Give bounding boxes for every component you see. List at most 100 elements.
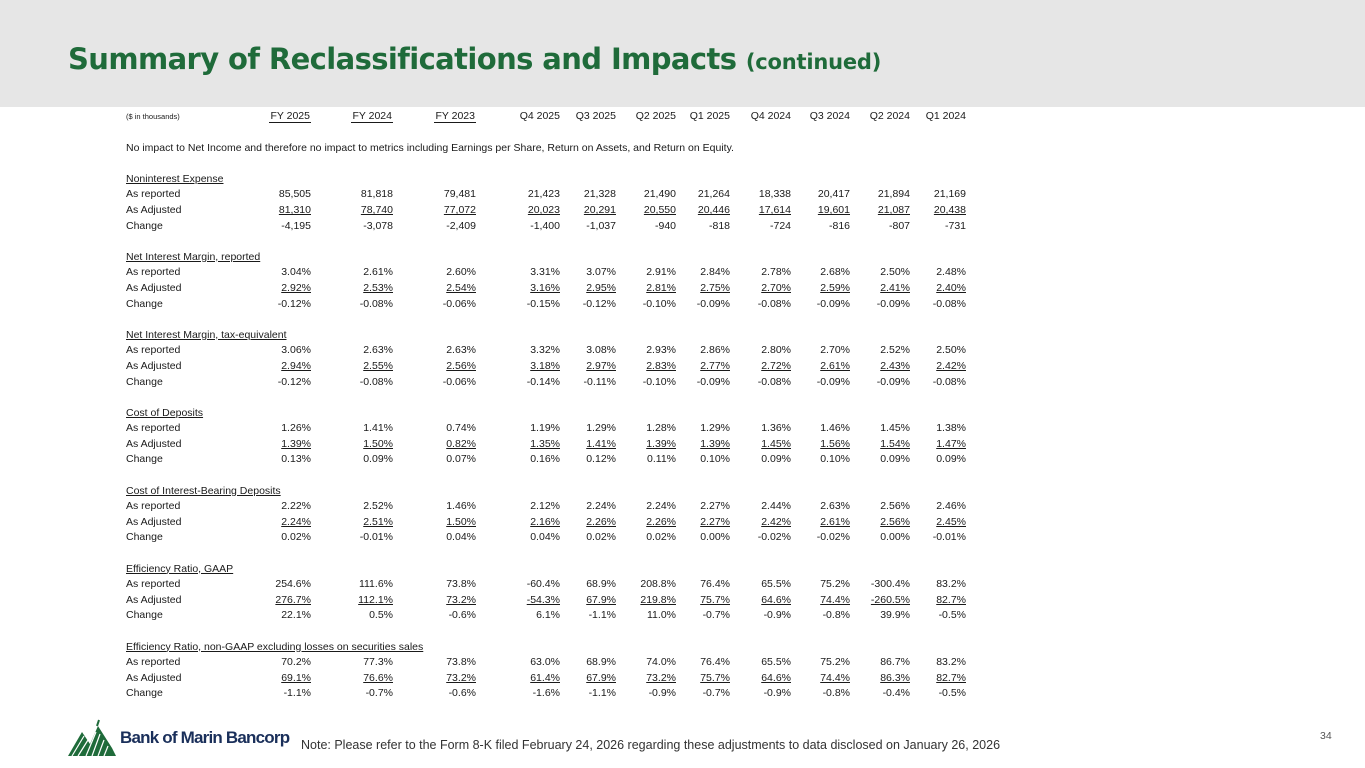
- spacer-cell: [121, 624, 971, 640]
- adjusted-value: 61.4%: [530, 671, 560, 684]
- value-cell: 76.4%: [700, 578, 730, 591]
- column-header: Q2 2025: [621, 108, 681, 125]
- column-header: FY 2024: [316, 108, 398, 125]
- value-cell: -0.11%: [583, 375, 617, 388]
- row-label: Change: [126, 531, 163, 544]
- value-cell: -0.7%: [365, 687, 393, 700]
- adjusted-value: -260.5%: [870, 593, 910, 606]
- slide-title: Summary of Reclassifications and Impacts…: [68, 42, 881, 76]
- value-cell: -0.10%: [642, 297, 676, 310]
- value-cell: 73.2%: [398, 593, 481, 609]
- spacer-cell: [121, 546, 971, 562]
- value-cell: 0.09%: [761, 453, 791, 466]
- value-cell: 2.40%: [915, 281, 971, 297]
- value-cell: 1.46%: [446, 500, 476, 513]
- value-cell: 0.74%: [446, 422, 476, 435]
- value-cell: 219.8%: [621, 593, 681, 609]
- adjusted-value: 2.61%: [820, 359, 850, 372]
- table-row: Change 0.13% 0.09% 0.07% 0.16% 0.12% 0.11% 0.10…: [121, 452, 971, 468]
- adjusted-value: 219.8%: [640, 593, 676, 606]
- value-cell: 0.10%: [700, 453, 730, 466]
- section-title-row: Net Interest Margin, reported: [121, 250, 971, 266]
- row-label: As Adjusted: [126, 359, 182, 372]
- value-cell: 1.54%: [855, 437, 915, 453]
- row-label: As Adjusted: [126, 671, 182, 684]
- value-cell: 2.70%: [820, 344, 850, 357]
- value-cell: -0.09%: [876, 375, 910, 388]
- row-label: As reported: [126, 344, 181, 357]
- value-cell: 3.07%: [586, 266, 616, 279]
- value-cell: -0.8%: [822, 687, 850, 700]
- value-cell: 1.29%: [700, 422, 730, 435]
- adjusted-value: 75.7%: [700, 671, 730, 684]
- spacer-cell: [121, 390, 971, 406]
- table-row: As reported 254.6% 111.6% 73.8% -60.4% 68.9% 2…: [121, 577, 971, 593]
- value-cell: 0.02%: [586, 531, 616, 544]
- row-label: As Adjusted: [126, 515, 182, 528]
- slide-title-suffix: (continued): [745, 50, 882, 74]
- value-cell: 2.27%: [700, 500, 730, 513]
- value-cell: 68.9%: [586, 578, 616, 591]
- value-cell: 1.45%: [735, 437, 796, 453]
- section-title: Net Interest Margin, tax-equivalent: [126, 328, 287, 341]
- value-cell: 1.46%: [820, 422, 850, 435]
- row-label: As Adjusted: [126, 593, 182, 606]
- value-cell: 64.6%: [735, 593, 796, 609]
- value-cell: 21,169: [933, 188, 966, 201]
- adjusted-value: 3.16%: [530, 281, 560, 294]
- value-cell: 1.36%: [761, 422, 791, 435]
- column-header: Q4 2024: [735, 108, 796, 125]
- spacer-row: [121, 156, 971, 172]
- value-cell: 2.52%: [363, 500, 393, 513]
- value-cell: 1.45%: [880, 422, 910, 435]
- adjusted-value: 69.1%: [281, 671, 311, 684]
- value-cell: 2.83%: [621, 359, 681, 375]
- adjusted-value: 2.16%: [530, 515, 560, 528]
- row-label: Change: [126, 375, 163, 388]
- bank-logo-text: Bank of Marin Bancorp: [120, 728, 290, 747]
- spacer-cell: [121, 312, 971, 328]
- spacer-row: [121, 390, 971, 406]
- value-cell: 2.56%: [880, 500, 910, 513]
- value-cell: -0.9%: [763, 687, 791, 700]
- value-cell: 83.2%: [936, 578, 966, 591]
- value-cell: 21,328: [583, 188, 616, 201]
- section-title-row: Cost of Deposits: [121, 406, 971, 422]
- column-header-label: Q4 2025: [519, 110, 560, 122]
- value-cell: 74.0%: [646, 656, 676, 669]
- value-cell: 86.3%: [855, 671, 915, 687]
- value-cell: 86.7%: [880, 656, 910, 669]
- column-header: Q1 2024: [915, 108, 971, 125]
- value-cell: -4,195: [281, 219, 311, 232]
- section-title-cell: Net Interest Margin, tax-equivalent: [121, 328, 971, 344]
- value-cell: 81,818: [360, 188, 393, 201]
- value-cell: -724: [769, 219, 791, 232]
- section-title: Net Interest Margin, reported: [126, 250, 261, 263]
- adjusted-value: 75.7%: [700, 593, 730, 606]
- value-cell: -0.14%: [526, 375, 560, 388]
- adjusted-value: 2.95%: [586, 281, 616, 294]
- value-cell: -0.10%: [642, 375, 676, 388]
- value-cell: 3.31%: [530, 266, 560, 279]
- section-title-cell: Efficiency Ratio, GAAP: [121, 562, 971, 578]
- value-cell: 2.50%: [936, 344, 966, 357]
- value-cell: -0.6%: [448, 609, 476, 622]
- adjusted-value: 82.7%: [936, 671, 966, 684]
- adjusted-value: 2.55%: [363, 359, 393, 372]
- value-cell: -0.08%: [932, 297, 966, 310]
- value-cell: 3.06%: [281, 344, 311, 357]
- adjusted-value: 2.43%: [880, 359, 910, 372]
- value-cell: 1.26%: [281, 422, 311, 435]
- row-label: As Adjusted: [126, 281, 182, 294]
- adjusted-value: 2.27%: [700, 515, 730, 528]
- note-row: No impact to Net Income and therefore no…: [121, 141, 971, 157]
- value-cell: 70.2%: [281, 656, 311, 669]
- row-label: Change: [126, 609, 163, 622]
- value-cell: 20,291: [565, 203, 621, 219]
- value-cell: -0.4%: [882, 687, 910, 700]
- value-cell: -60.4%: [526, 578, 560, 591]
- value-cell: 2.63%: [446, 344, 476, 357]
- adjusted-value: 64.6%: [761, 593, 791, 606]
- column-header-label: Q3 2025: [575, 110, 616, 122]
- adjusted-value: 1.56%: [820, 437, 850, 450]
